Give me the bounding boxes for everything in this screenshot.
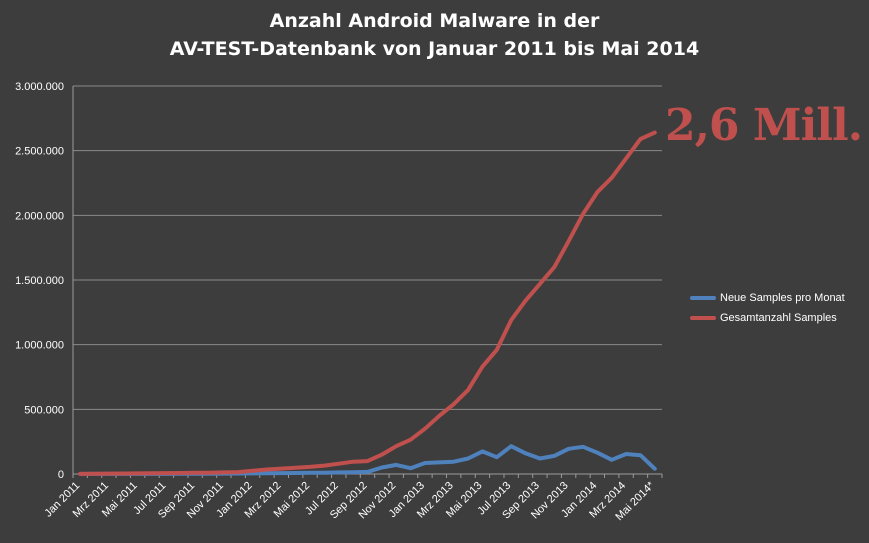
legend-item-new-samples: Neue Samples pro Monat xyxy=(690,288,845,308)
y-tick-label: 3.000.000 xyxy=(15,81,64,93)
chart-legend: Neue Samples pro Monat Gesamtanzahl Samp… xyxy=(690,288,845,328)
y-tick-label: 500.000 xyxy=(24,404,64,416)
total-annotation: 2,6 Mill. xyxy=(665,100,863,151)
series-line-total-samples xyxy=(78,130,657,476)
y-tick-label: 1.500.000 xyxy=(15,275,64,287)
legend-swatch-new-samples xyxy=(690,296,716,300)
y-tick-label: 0 xyxy=(58,469,64,481)
legend-swatch-total-samples xyxy=(690,316,716,320)
chart-title-line-2: AV-TEST-Datenbank von Januar 2011 bis Ma… xyxy=(169,38,700,60)
y-tick-label: 1.000.000 xyxy=(15,340,64,352)
y-tick-label: 2.500.000 xyxy=(15,146,64,158)
legend-label-new-samples: Neue Samples pro Monat xyxy=(720,292,845,304)
legend-label-total-samples: Gesamtanzahl Samples xyxy=(720,312,837,324)
chart-title-line-1: Anzahl Android Malware in der xyxy=(269,10,600,32)
legend-item-total-samples: Gesamtanzahl Samples xyxy=(690,308,845,328)
y-tick-label: 2.000.000 xyxy=(15,210,64,222)
